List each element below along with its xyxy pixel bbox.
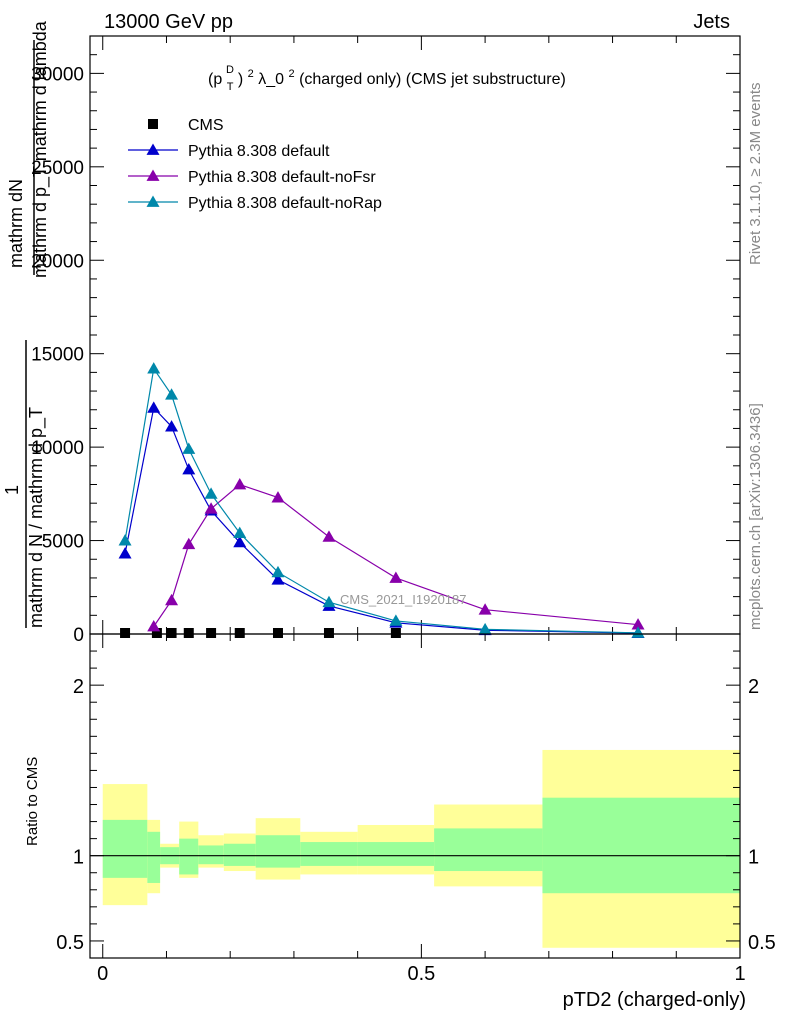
series-point-3 <box>631 626 645 638</box>
series-point-2 <box>165 593 179 606</box>
ratio-ytick-label: 0.5 <box>56 932 84 954</box>
series-point-2 <box>631 618 645 630</box>
ylabel-bottom: mathrm d N / mathrm d p_T <box>26 407 47 628</box>
rivet-label: Rivet 3.1.10, ≥ 2.3M events <box>747 83 764 266</box>
legend-entry: Pythia 8.308 default <box>188 143 330 160</box>
legend: CMS Pythia 8.308 default Pythia 8.308 defa… <box>128 117 382 212</box>
legend-marker <box>148 119 158 129</box>
ratio-panel: 0.5 0.51 12 20 0.5 1 <box>56 633 776 985</box>
cms-point <box>166 628 177 638</box>
series-point-2 <box>271 491 285 503</box>
main-ytick-label: 25000 <box>31 158 84 179</box>
ratio-ylabel: Ratio to CMS <box>24 757 41 846</box>
ratio-frame <box>89 633 741 959</box>
main-ytick-label: 0 <box>73 625 84 646</box>
svg-text:(p T ): (p T ) 2 λ_0 2 (charged only) (CMS jet s… <box>208 64 566 94</box>
ratio-band-inner <box>357 842 435 866</box>
series-point-3 <box>165 388 179 400</box>
cms-point <box>120 628 131 638</box>
main-ytick-label: 5000 <box>42 532 84 553</box>
series-point-2 <box>182 537 196 550</box>
ratio-xtick-label: 0 <box>97 963 108 985</box>
ratio-xtick-label: 0.5 <box>407 963 435 985</box>
series-point-2 <box>389 571 403 583</box>
ratio-band-inner <box>147 831 161 883</box>
series-point-1 <box>165 420 179 432</box>
legend-marker <box>146 143 160 155</box>
main-panel: 0 5000 10000 15000 20000 25000 30000 <box>31 35 741 646</box>
series-point-2 <box>478 603 492 615</box>
series-point-1 <box>233 535 247 548</box>
series-point-1 <box>118 547 132 559</box>
series-point-3 <box>478 622 492 635</box>
ylabel-one: 1 <box>2 485 22 495</box>
series-point-2 <box>147 620 161 632</box>
series-point-2 <box>322 530 336 542</box>
title-lambda: λ_0 <box>258 71 284 88</box>
series-point-3 <box>147 362 161 374</box>
cms-point <box>272 628 283 638</box>
ratio-ytick-label-right: 2 <box>748 676 759 698</box>
header-right: Jets <box>693 11 730 33</box>
title-tail: (charged only) (CMS jet substructure) <box>299 71 566 88</box>
cms-point <box>323 628 334 638</box>
cms-point <box>206 628 217 638</box>
cms-point <box>234 628 245 638</box>
main-ytick-label: 15000 <box>31 345 84 366</box>
ratio-band-inner <box>255 835 301 868</box>
header-left: 13000 GeV pp <box>104 11 233 33</box>
ratio-band-inner <box>198 845 224 865</box>
title-subt: T <box>227 81 234 93</box>
main-ytick-label: 30000 <box>31 64 84 85</box>
xlabel: pTD2 (charged-only) <box>563 989 746 1011</box>
ratio-ytick-label: 1 <box>73 847 84 869</box>
ratio-band-inner <box>223 843 256 866</box>
ratio-ytick-label-right: 1 <box>748 847 759 869</box>
legend-entry: Pythia 8.308 default-noFsr <box>188 169 376 186</box>
cms-point <box>151 628 162 638</box>
ylabel-top: mathrm dN <box>6 179 26 268</box>
ratio-ytick-label-right: 0.5 <box>748 932 776 954</box>
ratio-ytick-label: 2 <box>73 676 84 698</box>
legend-entry: CMS <box>188 117 224 134</box>
title-sup2b: 2 <box>288 68 294 80</box>
series-point-3 <box>182 442 196 454</box>
series-point-3 <box>389 614 403 626</box>
ratio-band-inner <box>179 838 199 875</box>
ratio-xtick-label: 1 <box>734 963 745 985</box>
title-p: (p <box>208 71 222 88</box>
cms-point <box>390 628 401 638</box>
legend-entry: Pythia 8.308 default-noRap <box>188 195 382 212</box>
ratio-band-inner <box>300 842 358 866</box>
ylabel-mid: mathrm d p_T mathrm d lambda <box>30 20 51 278</box>
cms-point <box>183 628 194 638</box>
series-point-3 <box>271 565 285 578</box>
ratio-band-inner <box>434 828 543 872</box>
title-supd: D <box>226 64 234 76</box>
title-sup2: 2 <box>248 68 254 80</box>
series-point-2 <box>204 502 218 514</box>
series-point-3 <box>204 487 218 499</box>
plot-title: (p T ) 2 λ_0 2 (charged only) (CMS jet s… <box>208 64 566 94</box>
main-ytick-label: 20000 <box>31 251 84 272</box>
series-point-1 <box>147 401 161 413</box>
main-ytick-label: 10000 <box>31 438 84 459</box>
series-point-1 <box>271 573 285 585</box>
main-ylabel: mathrm dN mathrm d p_T mathrm d lambda 1… <box>2 20 51 628</box>
title-close: ) <box>238 71 243 88</box>
legend-marker <box>146 195 160 207</box>
series-point-3 <box>233 526 247 538</box>
series-point-2 <box>233 478 247 490</box>
ratio-band-inner <box>542 797 740 894</box>
legend-marker <box>146 169 160 181</box>
mcplots-label: mcplots.cern.ch [arXiv:1306.3436] <box>747 403 764 630</box>
series-point-3 <box>118 534 132 546</box>
series-line-2 <box>153 483 639 627</box>
ratio-band-inner <box>102 819 148 878</box>
series-point-3 <box>322 595 336 608</box>
watermark: CMS_2021_I1920187 <box>340 592 467 607</box>
series-point-1 <box>182 463 196 475</box>
